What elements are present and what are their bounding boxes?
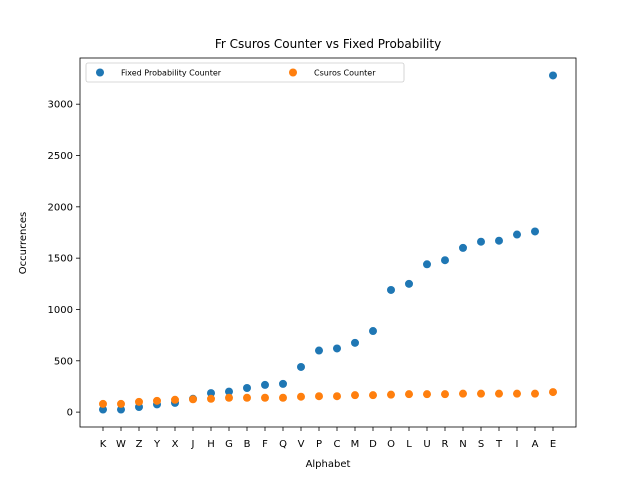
x-tick-label: R (442, 439, 449, 450)
y-tick-label: 3000 (48, 100, 73, 111)
fixed-probability-point (225, 387, 233, 396)
legend-label-csuros: Csuros Counter (314, 69, 376, 78)
legend-marker-fixed-probability (96, 68, 104, 77)
fixed-probability-point (441, 256, 449, 265)
csuros-point (369, 391, 377, 400)
fixed-probability-point (495, 236, 503, 245)
fixed-probability-point (117, 405, 125, 414)
csuros-point (189, 395, 197, 404)
csuros-point (153, 396, 161, 405)
fixed-probability-point (513, 230, 521, 239)
x-tick-label: A (532, 439, 539, 450)
y-tick-label: 0 (67, 408, 73, 419)
fixed-probability-point (243, 383, 251, 392)
csuros-point (405, 390, 413, 399)
legend-label-fixed-probability: Fixed Probability Counter (121, 69, 222, 78)
x-tick-label: B (244, 439, 251, 450)
y-tick-label: 500 (54, 356, 73, 367)
fixed-probability-point (333, 344, 341, 353)
y-tick-label: 2500 (48, 151, 73, 162)
x-tick-label: U (423, 439, 430, 450)
fixed-probability-point (405, 279, 413, 288)
legend-marker-csuros (289, 68, 297, 77)
x-tick-label: F (262, 439, 268, 450)
fixed-probability-point (423, 260, 431, 269)
y-axis-ticks: 0 500 1000 1500 2000 2500 3000 (48, 100, 80, 419)
x-tick-label: V (298, 439, 305, 450)
fixed-probability-point (297, 362, 305, 371)
x-tick-label: X (172, 439, 179, 450)
csuros-point (261, 393, 269, 402)
fixed-probability-point (315, 346, 323, 355)
fixed-probability-point (99, 405, 107, 414)
csuros-point (387, 390, 395, 399)
csuros-point (477, 389, 485, 398)
plot-frame (79, 57, 577, 428)
x-axis-label: Alphabet (306, 459, 351, 470)
csuros-point (459, 389, 467, 398)
x-tick-label: Z (136, 439, 143, 450)
y-axis-label: Occurrences (18, 212, 29, 274)
fixed-probability-point (459, 243, 467, 252)
x-tick-label: P (316, 439, 322, 450)
csuros-point (99, 399, 107, 408)
x-tick-label: I (516, 439, 519, 450)
x-tick-label: L (406, 439, 412, 450)
fixed-probability-point (261, 380, 269, 389)
legend-box (85, 62, 405, 83)
fixed-probability-point (279, 379, 287, 388)
fixed-probability-point (531, 227, 539, 236)
x-tick-label: C (334, 439, 341, 450)
fixed-probability-point (549, 71, 557, 80)
csuros-point (423, 390, 431, 399)
fixed-probability-point (351, 338, 359, 347)
fixed-probability-point (477, 237, 485, 246)
csuros-point (333, 392, 341, 401)
data-points (99, 71, 557, 414)
x-tick-label: Q (279, 439, 287, 450)
csuros-point (243, 393, 251, 402)
csuros-point (297, 392, 305, 401)
y-tick-label: 1000 (48, 305, 73, 316)
fixed-probability-point (369, 327, 377, 336)
csuros-point (117, 399, 125, 408)
x-tick-label: O (387, 439, 395, 450)
x-tick-label: S (478, 439, 484, 450)
x-tick-label: M (351, 439, 360, 450)
x-tick-label: D (369, 439, 377, 450)
x-tick-label: E (550, 439, 556, 450)
csuros-point (531, 389, 539, 398)
x-tick-label: N (459, 439, 466, 450)
csuros-point (513, 389, 521, 398)
csuros-point (441, 390, 449, 399)
csuros-point (315, 392, 323, 401)
legend: Fixed Probability Counter Csuros Counter (85, 62, 405, 83)
x-tick-label: K (100, 439, 107, 450)
x-tick-label: W (116, 439, 126, 450)
csuros-point (495, 389, 503, 398)
csuros-point (207, 394, 215, 403)
chart-title: Fr Csuros Counter vs Fixed Probability (215, 37, 441, 51)
y-tick-label: 2000 (48, 202, 73, 213)
csuros-point (135, 397, 143, 406)
y-tick-label: 1500 (48, 254, 73, 265)
csuros-point (279, 393, 287, 402)
csuros-point (171, 395, 179, 404)
csuros-point (225, 393, 233, 402)
fixed-probability-point (207, 389, 215, 398)
x-tick-label: J (191, 439, 195, 450)
csuros-point (549, 388, 557, 397)
x-tick-label: Y (153, 439, 161, 450)
x-tick-label: H (207, 439, 215, 450)
csuros-point (351, 391, 359, 400)
x-tick-label: T (495, 439, 503, 450)
x-tick-label: G (225, 439, 233, 450)
fixed-probability-point (387, 285, 395, 294)
